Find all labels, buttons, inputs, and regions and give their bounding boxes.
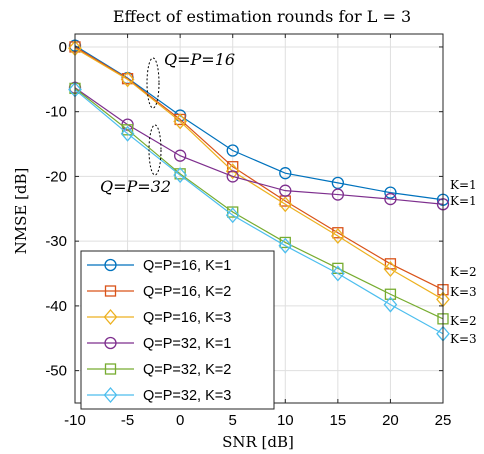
legend-label: Q=P=16, K=3 <box>143 310 231 326</box>
data-point <box>226 170 239 183</box>
annotation-q16: Q=P=16 <box>164 50 235 69</box>
y-tick-label: -10 <box>45 104 67 121</box>
legend-marker <box>104 258 117 272</box>
annotation-ellipses <box>146 57 162 176</box>
series-line <box>74 45 444 201</box>
x-axis-label: SNR [dB] <box>222 433 294 451</box>
legend-item: Q=P=16, K=1 <box>87 258 231 274</box>
legend-item: Q=P=32, K=1 <box>87 336 231 352</box>
chart-title: Effect of estimation rounds for L = 3 <box>113 7 411 26</box>
data-point <box>383 296 398 313</box>
y-tick-label: -40 <box>45 298 67 315</box>
series-line <box>74 47 444 300</box>
data-point <box>225 207 240 224</box>
side-label-k3-q16: K=3 <box>450 285 477 299</box>
data-point <box>173 149 187 162</box>
x-tick-label: -10 <box>64 412 86 429</box>
legend-item: Q=P=32, K=2 <box>87 362 231 378</box>
data-point <box>173 113 187 130</box>
side-label-k2-q32: K=2 <box>450 314 477 328</box>
data-point <box>278 196 293 213</box>
side-label-k1-q16: K=1 <box>450 178 477 192</box>
y-tick-label: -50 <box>45 363 67 380</box>
annotation-q32: Q=P=32 <box>100 177 171 196</box>
ellipse-q16 <box>146 57 160 109</box>
data-point <box>384 186 397 199</box>
x-tick-label: 0 <box>176 412 184 429</box>
x-tick-label: -5 <box>121 412 134 429</box>
series-q-p-32-k-1 <box>68 81 450 211</box>
x-tick-label: 15 <box>330 412 347 429</box>
legend: Q=P=16, K=1 Q=P=16, K=2 Q=P=16, K=3 Q=P=32,… <box>80 250 275 410</box>
data-point <box>225 163 240 180</box>
data-point <box>279 167 292 180</box>
x-tick-label: 5 <box>229 412 237 429</box>
legend-label: Q=P=32, K=2 <box>143 362 231 378</box>
y-tick-label: -20 <box>45 168 67 185</box>
side-label-k1-q32: K=1 <box>450 194 477 208</box>
x-tick-label: 20 <box>382 412 399 429</box>
side-label-k3-q32: K=3 <box>450 332 477 346</box>
data-point <box>331 265 345 282</box>
legend-marker <box>104 336 117 350</box>
series-line <box>74 87 444 320</box>
legend-item: Q=P=32, K=3 <box>87 387 231 404</box>
data-point <box>120 125 135 142</box>
tick-labels: -10 -5 0 5 10 15 20 250-10-20-30-40-50 <box>45 39 451 429</box>
data-point <box>173 167 187 184</box>
legend-label: Q=P=16, K=1 <box>143 258 231 274</box>
ellipse-q32 <box>148 124 162 176</box>
data-point <box>278 237 293 254</box>
legend-label: Q=P=32, K=3 <box>143 388 231 404</box>
legend-label: Q=P=16, K=2 <box>143 284 231 300</box>
legend-marker <box>103 387 118 403</box>
data-point <box>331 188 345 201</box>
data-point <box>384 192 397 206</box>
legend-item: Q=P=16, K=2 <box>87 284 231 300</box>
y-axis-label: NMSE [dB] <box>12 168 30 255</box>
data-point <box>120 71 135 88</box>
legend-label: Q=P=32, K=1 <box>143 336 231 352</box>
data-point <box>383 260 398 277</box>
data-point <box>226 144 239 157</box>
series-layer <box>68 39 450 342</box>
data-point <box>279 184 292 197</box>
y-tick-label: -30 <box>45 233 67 250</box>
series-line <box>74 89 444 335</box>
series-line <box>74 87 444 205</box>
x-tick-label: 25 <box>435 412 452 429</box>
legend-item: Q=P=16, K=3 <box>87 309 231 326</box>
y-tick-label: 0 <box>59 39 67 56</box>
legend-marker <box>103 309 118 325</box>
side-label-k2-q16: K=2 <box>450 265 477 279</box>
data-point <box>331 176 345 190</box>
x-tick-label: 10 <box>277 412 294 429</box>
legend-marker <box>104 285 117 297</box>
data-point <box>331 227 345 244</box>
data-point <box>384 288 397 300</box>
legend-marker <box>104 363 117 375</box>
legend-box <box>80 250 275 410</box>
